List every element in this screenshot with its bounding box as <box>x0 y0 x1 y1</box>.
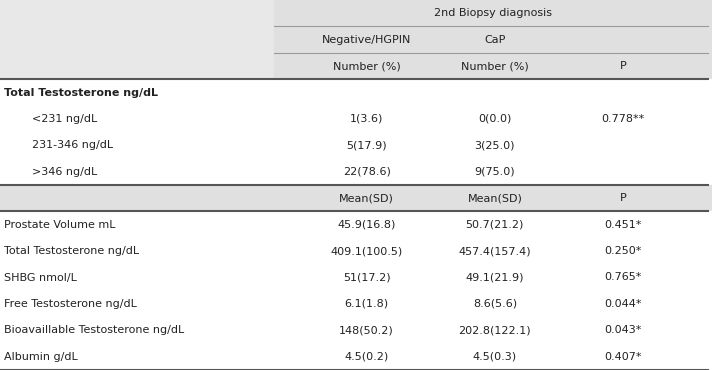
Text: Mean(SD): Mean(SD) <box>339 193 394 203</box>
Bar <box>0 291 712 317</box>
Bar <box>0 264 712 291</box>
Text: 1(3.6): 1(3.6) <box>350 114 383 124</box>
Text: Number (%): Number (%) <box>333 61 401 71</box>
Text: 4.5(0.2): 4.5(0.2) <box>345 352 389 362</box>
Text: 51(17.2): 51(17.2) <box>343 272 390 283</box>
Bar <box>0 238 712 264</box>
Text: Free Testosterone ng/dL: Free Testosterone ng/dL <box>4 299 137 309</box>
Text: Prostate Volume mL: Prostate Volume mL <box>4 220 115 230</box>
Bar <box>0 159 712 185</box>
Text: 231-346 ng/dL: 231-346 ng/dL <box>32 140 113 150</box>
Text: 0.765*: 0.765* <box>604 272 642 283</box>
Bar <box>0 317 712 344</box>
Text: 6.1(1.8): 6.1(1.8) <box>345 299 389 309</box>
Text: P: P <box>619 193 627 203</box>
Bar <box>0 132 712 159</box>
Bar <box>0 79 712 106</box>
Text: <231 ng/dL: <231 ng/dL <box>32 114 98 124</box>
Text: 148(50.2): 148(50.2) <box>340 325 394 335</box>
Bar <box>0 211 712 238</box>
Text: 0.778**: 0.778** <box>602 114 644 124</box>
Text: 0.250*: 0.250* <box>604 246 642 256</box>
Bar <box>0 185 712 211</box>
Text: 22(78.6): 22(78.6) <box>342 167 391 177</box>
Text: 0(0.0): 0(0.0) <box>478 114 511 124</box>
Bar <box>274 53 712 79</box>
Text: Negative/HGPIN: Negative/HGPIN <box>322 35 412 45</box>
Text: 3(25.0): 3(25.0) <box>475 140 515 150</box>
Text: Number (%): Number (%) <box>461 61 529 71</box>
Text: 2nd Biopsy diagnosis: 2nd Biopsy diagnosis <box>434 8 552 18</box>
Text: CaP: CaP <box>484 35 506 45</box>
Bar <box>0 344 712 370</box>
Text: 45.9(16.8): 45.9(16.8) <box>337 220 396 230</box>
Text: 409.1(100.5): 409.1(100.5) <box>330 246 403 256</box>
Text: 0.043*: 0.043* <box>604 325 642 335</box>
Text: Total Testosterone ng/dL: Total Testosterone ng/dL <box>4 87 157 98</box>
Text: >346 ng/dL: >346 ng/dL <box>32 167 98 177</box>
Text: 0.407*: 0.407* <box>604 352 642 362</box>
Bar <box>0 106 712 132</box>
Text: 202.8(122.1): 202.8(122.1) <box>459 325 531 335</box>
Text: Bioavaillable Testosterone ng/dL: Bioavaillable Testosterone ng/dL <box>4 325 184 335</box>
Text: 8.6(5.6): 8.6(5.6) <box>473 299 517 309</box>
Text: Total Testosterone ng/dL: Total Testosterone ng/dL <box>4 246 139 256</box>
Text: 5(17.9): 5(17.9) <box>346 140 387 150</box>
Text: 0.044*: 0.044* <box>604 299 642 309</box>
Bar <box>274 0 712 26</box>
Text: 49.1(21.9): 49.1(21.9) <box>466 272 524 283</box>
Text: 9(75.0): 9(75.0) <box>474 167 515 177</box>
Bar <box>274 26 712 53</box>
Text: Albumin g/dL: Albumin g/dL <box>4 352 78 362</box>
Text: 50.7(21.2): 50.7(21.2) <box>466 220 524 230</box>
Text: 457.4(157.4): 457.4(157.4) <box>459 246 531 256</box>
Text: SHBG nmol/L: SHBG nmol/L <box>4 272 76 283</box>
Text: 0.451*: 0.451* <box>604 220 642 230</box>
Text: Mean(SD): Mean(SD) <box>467 193 523 203</box>
Text: 4.5(0.3): 4.5(0.3) <box>473 352 517 362</box>
Text: P: P <box>619 61 627 71</box>
